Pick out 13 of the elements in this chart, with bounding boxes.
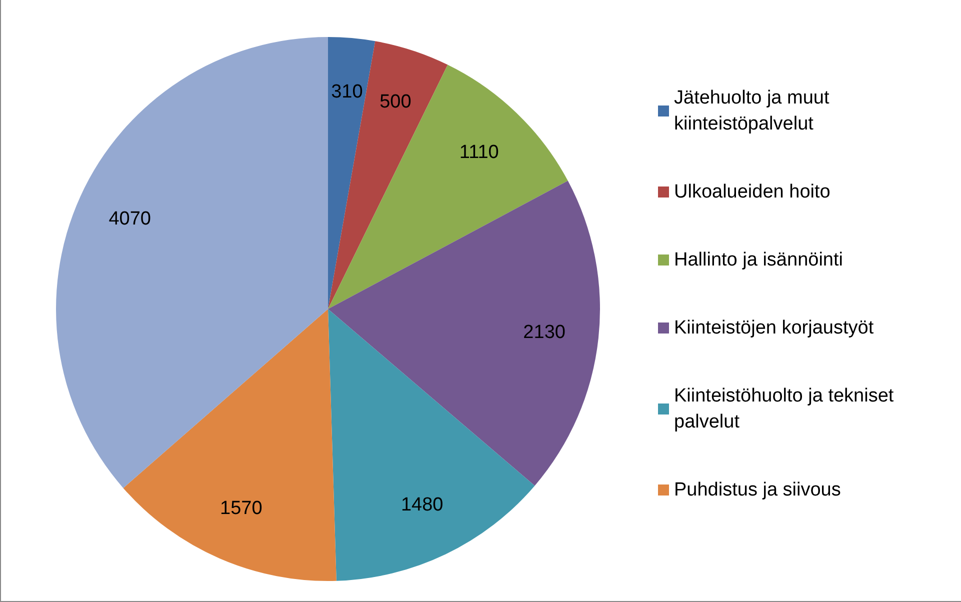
data-label: 2130 xyxy=(523,322,566,344)
legend-label: Jätehuolto ja muut kiinteistöpalvelut xyxy=(674,88,835,134)
legend-label: Kiinteistöjen korjaustyöt xyxy=(674,318,874,338)
legend-label: Puhdistus ja siivous xyxy=(674,480,841,500)
legend-label: Hallinto ja isännöinti xyxy=(674,250,843,270)
data-label: 1480 xyxy=(400,494,444,516)
data-label: 1110 xyxy=(459,142,499,163)
data-label: 1570 xyxy=(220,498,262,520)
legend-label: Ulkoalueiden hoito xyxy=(674,182,830,202)
legend-label: Kiinteistöhuolto ja tekniset palvelut xyxy=(674,386,899,432)
data-label: 310 xyxy=(331,82,363,103)
data-label: 4070 xyxy=(108,208,151,230)
data-label: 500 xyxy=(380,92,412,113)
